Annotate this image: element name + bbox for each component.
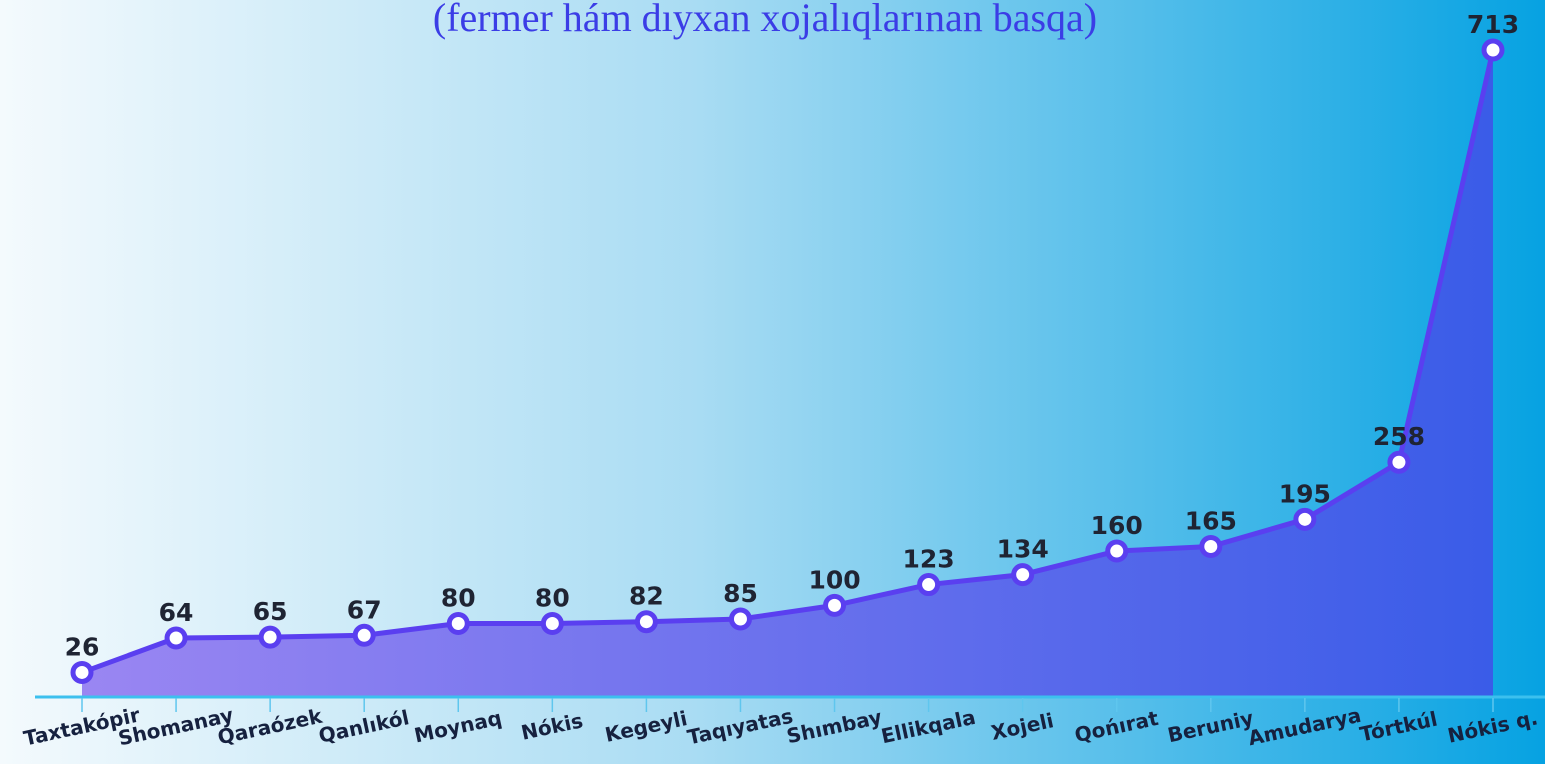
marker — [1199, 535, 1223, 559]
marker — [1481, 38, 1505, 62]
marker — [164, 626, 188, 650]
marker — [540, 612, 564, 636]
data-label: 134 — [997, 535, 1049, 564]
data-label: 85 — [723, 579, 758, 608]
chart-subtitle: (fermer hám dıyxan xojalıqlarınan basqa) — [433, 0, 1097, 40]
data-label: 67 — [347, 595, 382, 624]
data-label: 80 — [441, 584, 476, 613]
marker — [1387, 450, 1411, 474]
data-label: 258 — [1373, 422, 1425, 451]
data-label: 713 — [1467, 10, 1519, 39]
line — [81, 49, 1496, 675]
data-label: 80 — [535, 584, 570, 613]
data-label: 65 — [253, 597, 288, 626]
data-label: 64 — [159, 598, 194, 627]
marker — [352, 623, 376, 647]
data-label: 160 — [1091, 511, 1143, 540]
marker — [823, 593, 847, 617]
data-label: 195 — [1279, 479, 1331, 508]
marker — [258, 625, 282, 649]
marker — [728, 607, 752, 631]
marker — [634, 610, 658, 634]
data-label: 26 — [65, 632, 100, 661]
data-label: 123 — [903, 545, 955, 574]
marker — [1011, 563, 1035, 587]
data-label: 82 — [629, 582, 664, 611]
area — [82, 50, 1493, 696]
marker — [1105, 539, 1129, 563]
data-label: 100 — [808, 565, 860, 594]
marker — [1293, 507, 1317, 531]
marker — [70, 660, 94, 684]
marker — [917, 573, 941, 597]
data-label: 165 — [1185, 507, 1237, 536]
marker — [446, 612, 470, 636]
